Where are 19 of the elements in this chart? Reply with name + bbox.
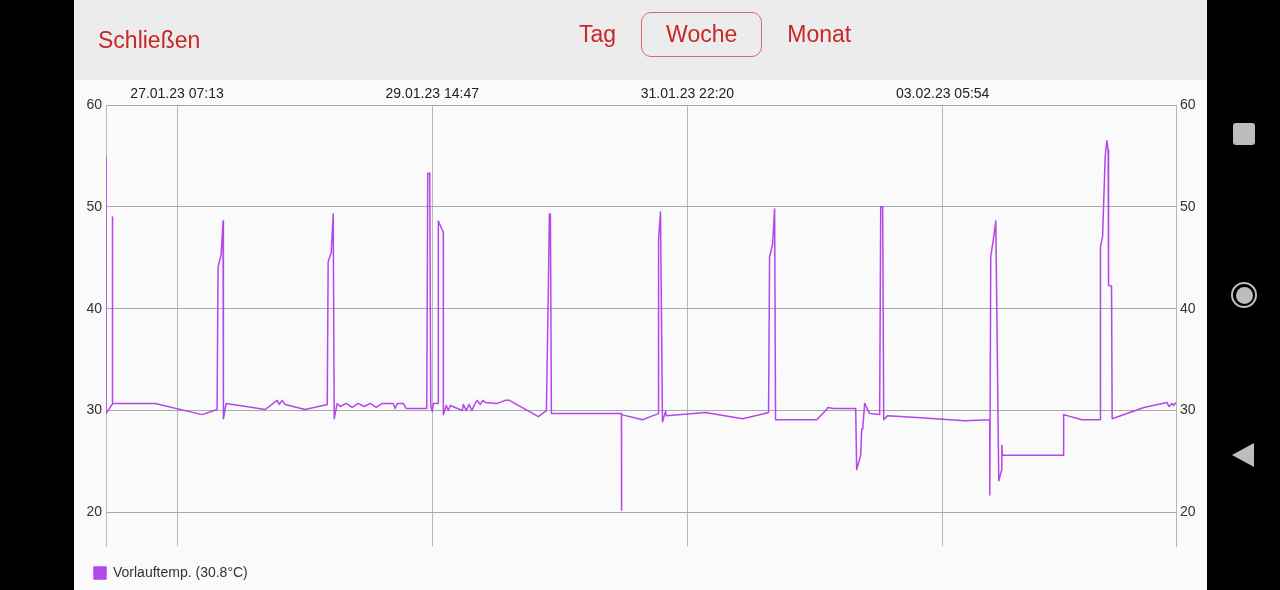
y2-tick-label: 50	[1180, 197, 1196, 214]
y2-tick-label: 40	[1180, 299, 1196, 316]
x-tick-label: 31.01.23 22:20	[640, 85, 735, 102]
y-tick-label: 20	[86, 503, 103, 520]
y-tick-label: 30	[86, 401, 103, 418]
legend-label: Vorlauftemp. (30.8°C)	[113, 563, 248, 580]
x-tick-label: 03.02.23 05:54	[895, 85, 990, 102]
text: Schließen	[98, 27, 201, 54]
y2-tick-label: 60	[1180, 95, 1196, 112]
x-tick-label: 27.01.23 07:13	[130, 85, 224, 102]
y-tick-label: 40	[86, 299, 103, 316]
y2-tick-label: 30	[1180, 401, 1196, 418]
text: Monat	[786, 20, 853, 49]
text: Woche	[641, 12, 763, 57]
y-tick-label: 60	[86, 95, 103, 112]
text: Tag	[578, 20, 618, 49]
y-tick-label: 50	[86, 197, 103, 214]
y2-tick-label: 20	[1180, 503, 1196, 520]
x-tick-label: 29.01.23 14:47	[385, 85, 480, 102]
